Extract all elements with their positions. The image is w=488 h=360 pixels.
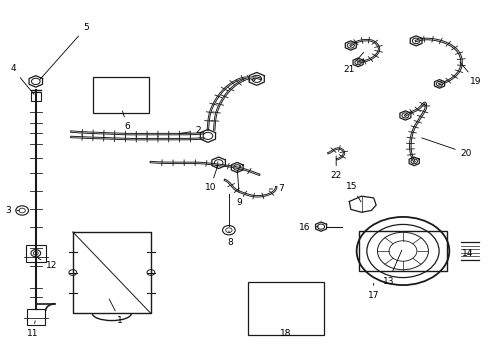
Text: 20: 20 bbox=[421, 138, 471, 158]
Text: 2: 2 bbox=[179, 126, 201, 135]
Text: 19: 19 bbox=[459, 62, 481, 86]
Text: 14: 14 bbox=[461, 249, 472, 258]
Bar bbox=[27, 309, 44, 325]
Text: 11: 11 bbox=[26, 321, 38, 338]
Bar bbox=[358, 230, 446, 271]
Text: 18: 18 bbox=[280, 329, 291, 338]
Bar bbox=[31, 92, 41, 101]
Text: 13: 13 bbox=[382, 250, 401, 285]
Text: 21: 21 bbox=[343, 52, 363, 74]
Text: 10: 10 bbox=[204, 166, 217, 192]
Bar bbox=[93, 77, 149, 113]
Text: 22: 22 bbox=[330, 156, 341, 180]
Text: 12: 12 bbox=[38, 258, 58, 270]
Bar bbox=[26, 244, 45, 262]
Text: 15: 15 bbox=[346, 182, 360, 202]
Text: 6: 6 bbox=[122, 111, 130, 131]
Bar bbox=[248, 282, 324, 335]
Text: 16: 16 bbox=[299, 223, 318, 232]
Text: 1: 1 bbox=[109, 299, 123, 325]
Text: 8: 8 bbox=[226, 231, 232, 247]
Text: 3: 3 bbox=[5, 206, 20, 215]
Text: 9: 9 bbox=[236, 170, 242, 207]
Text: 4: 4 bbox=[10, 64, 34, 94]
Text: 5: 5 bbox=[40, 23, 89, 79]
Text: 17: 17 bbox=[367, 283, 379, 300]
Text: 7: 7 bbox=[269, 184, 284, 193]
